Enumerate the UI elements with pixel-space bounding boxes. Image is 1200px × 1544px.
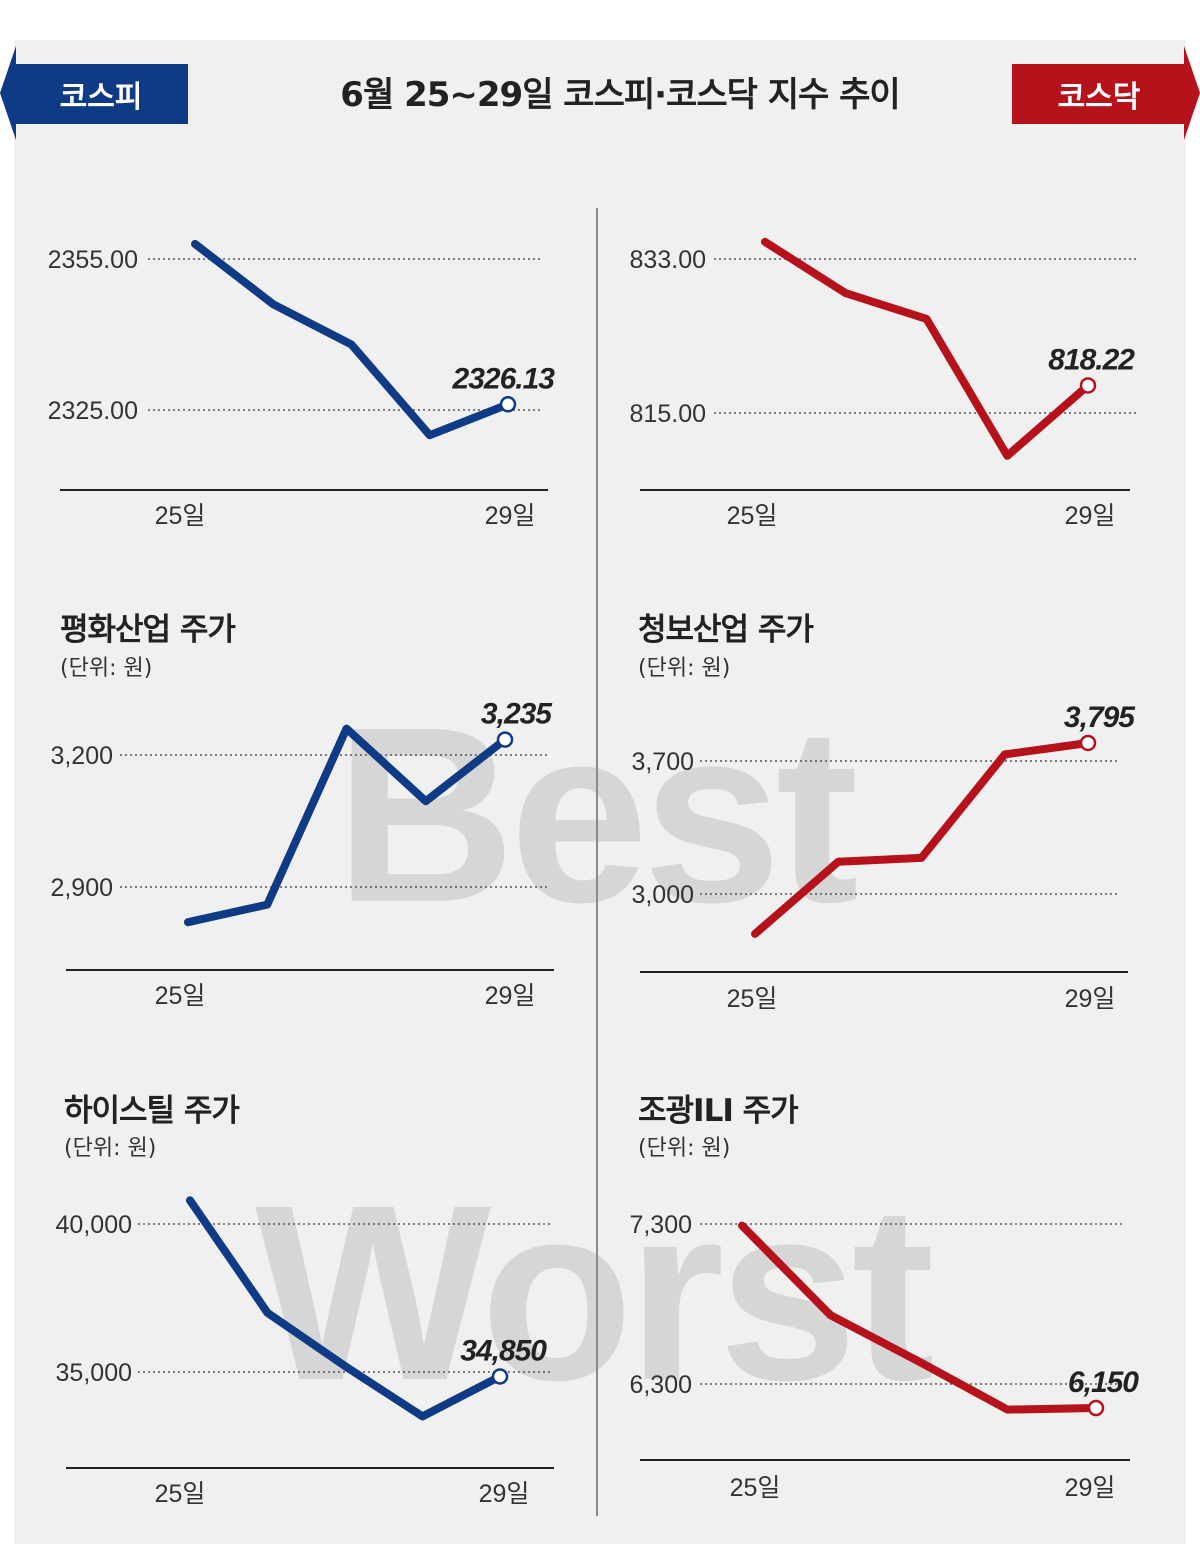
pyunghwa-ytick-label: 2,900 [50, 874, 113, 902]
chungbo-ytick-label: 3,700 [631, 748, 694, 776]
left-arrow-icon [0, 46, 16, 140]
histeel-end-marker [491, 1368, 509, 1385]
jokwang-end-marker [1087, 1399, 1105, 1417]
jokwang-end-value-label: 6,150 [1068, 1366, 1139, 1399]
right-arrow-icon [1184, 46, 1200, 140]
pyunghwa-xtick-label: 29일 [485, 982, 536, 1010]
kosdaq-ytick-label: 833.00 [630, 246, 706, 274]
kospi-ytick-label: 2325.00 [48, 397, 138, 425]
pyunghwa-title: 평화산업 주가 [60, 612, 236, 648]
jokwang-series-line [738, 1221, 1100, 1414]
jokwang-ytick-label: 6,300 [629, 1371, 692, 1399]
worst-watermark: Worst [255, 1153, 935, 1432]
histeel-xtick-label: 29일 [479, 1480, 530, 1508]
column-divider [596, 208, 598, 1516]
pyunghwa-series-line [184, 724, 509, 927]
jokwang-unit: (단위: 원) [638, 1136, 731, 1161]
kosdaq-xtick-label: 29일 [1065, 502, 1116, 530]
right-margin [1186, 0, 1200, 1544]
jokwang-xtick-label: 29일 [1065, 1474, 1116, 1502]
kospi-tag: 코스피 [14, 64, 188, 124]
histeel-ytick-label: 35,000 [56, 1359, 132, 1387]
histeel-ytick-label: 40,000 [56, 1211, 132, 1239]
kospi-series-line [191, 239, 512, 440]
jokwang-xtick-label: 25일 [730, 1474, 781, 1502]
chungbo-unit: (단위: 원) [638, 656, 731, 681]
jokwang-title: 조광ILI 주가 [638, 1093, 799, 1129]
page-title: 6월 25~29일 코스피·코스닥 지수 추이 [340, 75, 900, 115]
kospi-end-marker [499, 396, 517, 413]
jokwang-ytick-label: 7,300 [629, 1211, 692, 1239]
kosdaq-series-line [761, 237, 1092, 460]
kosdaq-xtick-label: 25일 [727, 502, 778, 530]
chungbo-end-marker [1079, 734, 1097, 752]
kospi-xtick-label: 25일 [155, 502, 206, 530]
kospi-ytick-label: 2355.00 [48, 246, 138, 274]
chungbo-ytick-label: 3,000 [631, 881, 694, 909]
chungbo-series-line [751, 739, 1092, 938]
histeel-end-value-label: 34,850 [460, 1334, 547, 1367]
chungbo-title: 청보산업 주가 [638, 612, 814, 648]
histeel-unit: (단위: 원) [64, 1136, 157, 1161]
kosdaq-end-value-label: 818.22 [1048, 343, 1135, 376]
kospi-xtick-label: 29일 [485, 502, 536, 530]
kosdaq-ytick-label: 815.00 [630, 400, 706, 428]
pyunghwa-xtick-label: 25일 [155, 982, 206, 1010]
chungbo-xtick-label: 25일 [727, 985, 778, 1013]
kosdaq-end-marker [1079, 377, 1097, 394]
chungbo-end-value-label: 3,795 [1064, 701, 1136, 734]
pyunghwa-end-value-label: 3,235 [481, 698, 553, 731]
histeel-title: 하이스틸 주가 [64, 1093, 240, 1129]
left-margin [0, 0, 14, 1544]
kospi-end-value-label: 2326.13 [452, 362, 556, 395]
chungbo-xtick-label: 29일 [1065, 985, 1116, 1013]
pyunghwa-unit: (단위: 원) [60, 656, 153, 681]
histeel-xtick-label: 25일 [155, 1480, 206, 1508]
pyunghwa-ytick-label: 3,200 [50, 742, 113, 770]
histeel-series-line [186, 1196, 504, 1421]
pyunghwa-end-marker [496, 731, 514, 748]
top-margin [0, 0, 1200, 40]
kosdaq-tag: 코스닥 [1012, 64, 1186, 124]
